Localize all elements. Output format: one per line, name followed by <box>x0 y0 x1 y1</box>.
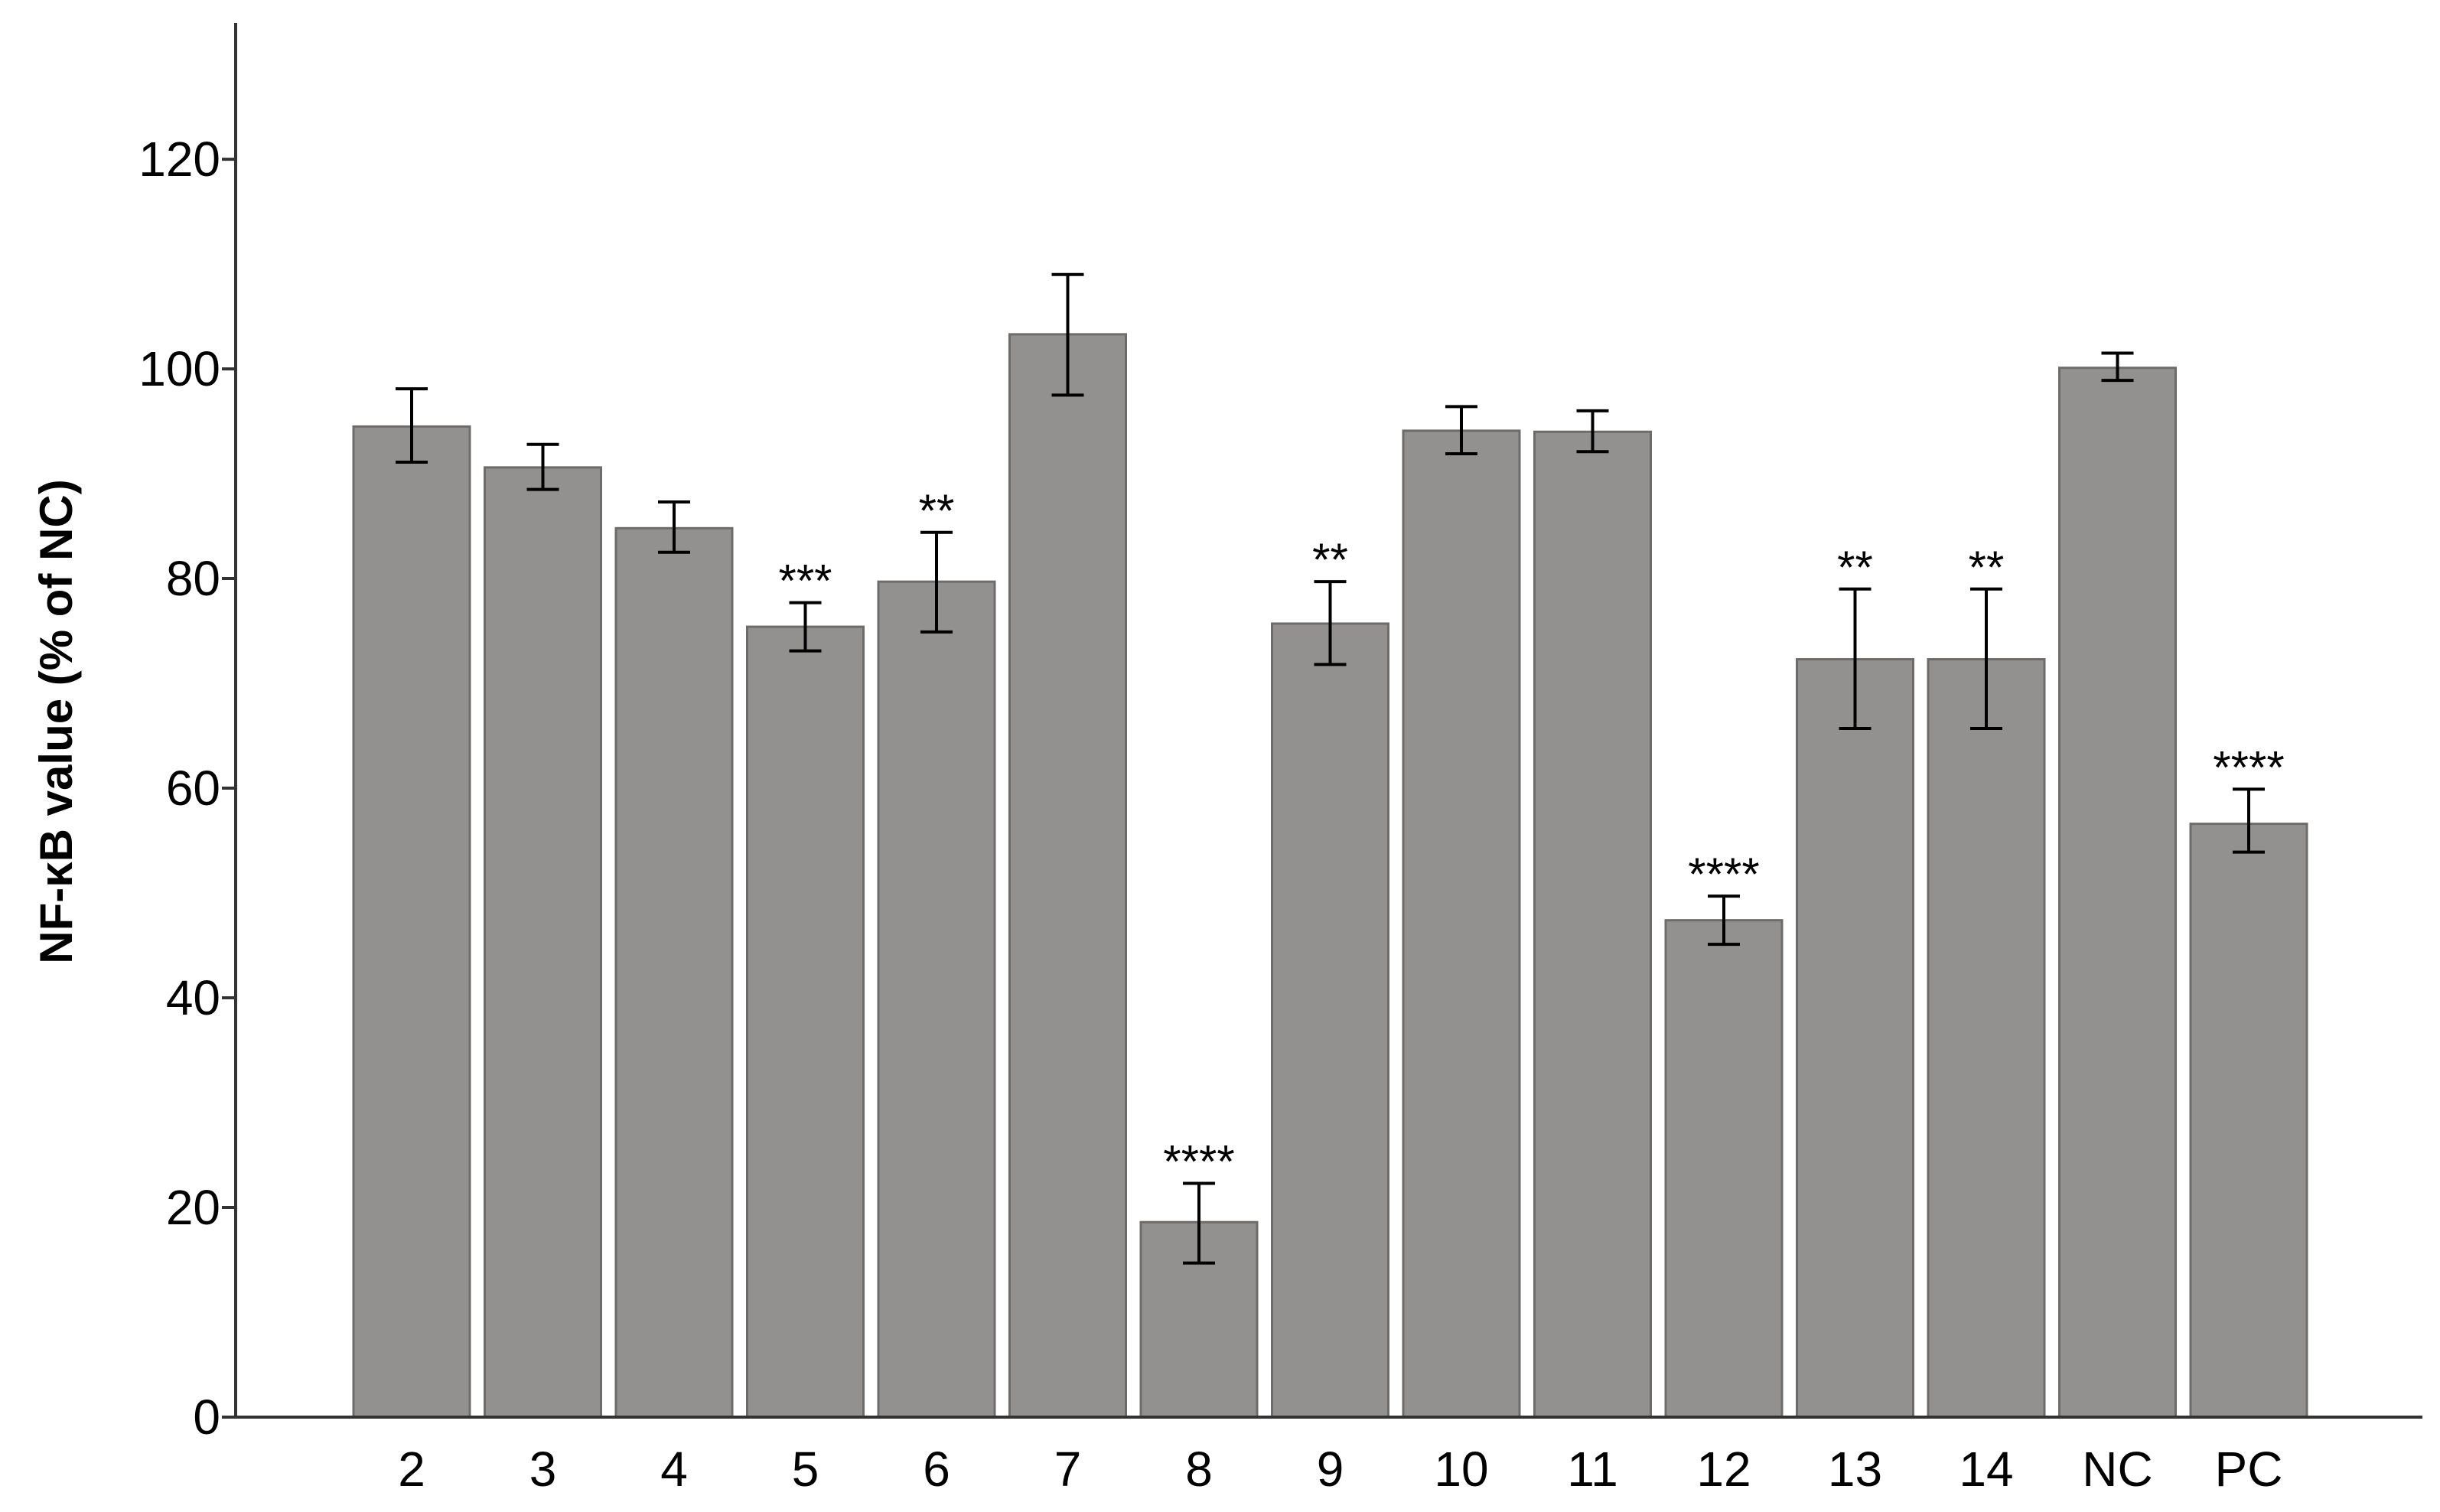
bar <box>1402 429 1521 1419</box>
y-axis-title: NF-κB value (% of NC) <box>31 479 82 963</box>
significance-label: *** <box>778 556 832 607</box>
significance-label: **** <box>1688 849 1759 900</box>
x-tick-label: PC <box>2215 1442 2283 1497</box>
x-tick-label: 2 <box>398 1442 425 1497</box>
bar <box>614 526 734 1419</box>
axes-layer <box>222 23 2422 1419</box>
error-bars-layer <box>396 272 2265 1265</box>
x-tick-label: 7 <box>1054 1442 1082 1497</box>
y-tick-label: 120 <box>138 132 220 187</box>
significance-label: ** <box>1312 534 1348 585</box>
y-tick-label: 0 <box>193 1390 220 1445</box>
bar <box>2189 823 2308 1419</box>
bar <box>1664 919 1784 1419</box>
y-tick-label: 80 <box>166 551 220 606</box>
significance-label: ** <box>919 485 955 536</box>
bars-layer <box>352 333 2308 1419</box>
bar <box>877 580 996 1419</box>
x-tick-label: 10 <box>1434 1442 1488 1497</box>
y-tick-label: 20 <box>166 1180 220 1235</box>
x-tick-label: 5 <box>792 1442 819 1497</box>
bar <box>484 466 602 1419</box>
x-tick-label: 12 <box>1696 1442 1751 1497</box>
significance-label: ** <box>1969 542 2005 593</box>
x-tick-label: 3 <box>529 1442 557 1497</box>
bar <box>1533 430 1652 1419</box>
bar <box>1271 622 1389 1419</box>
bar <box>352 425 471 1419</box>
x-tick-label: NC <box>2082 1442 2152 1497</box>
x-tick-label: 9 <box>1317 1442 1344 1497</box>
x-tick-label: 14 <box>1959 1442 2013 1497</box>
y-tick-label: 100 <box>138 341 220 396</box>
bar <box>1927 658 2046 1419</box>
significance-label: **** <box>2213 741 2284 793</box>
y-tick-label: 60 <box>166 761 220 816</box>
x-tick-label: 13 <box>1828 1442 1882 1497</box>
bar <box>1796 658 1914 1419</box>
bar <box>746 625 865 1419</box>
bar <box>2058 367 2177 1419</box>
x-tick-label: 4 <box>660 1442 688 1497</box>
labels-layer: 2 3 4 *** 5 ** 6 7 **** 8 ** 9 10 11 **** 12 ** 13 ** 14 NC *… <box>138 132 2284 1497</box>
x-tick-label: 6 <box>923 1442 950 1497</box>
significance-label: ** <box>1837 542 1873 593</box>
x-tick-label: 11 <box>1567 1442 1617 1497</box>
bar <box>1008 333 1127 1419</box>
x-tick-label: 8 <box>1185 1442 1213 1497</box>
significance-label: **** <box>1163 1136 1234 1188</box>
y-tick-label: 40 <box>166 970 220 1025</box>
